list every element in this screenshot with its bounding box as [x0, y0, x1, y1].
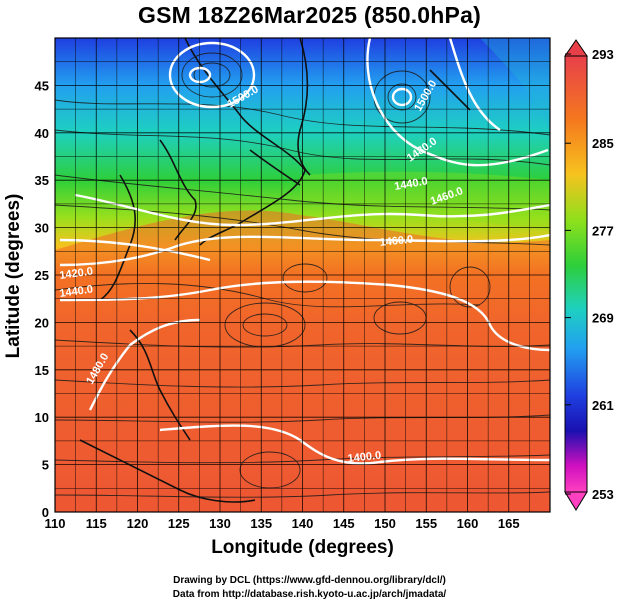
contour-label: 1440.0 — [59, 283, 94, 300]
colorbar-tick-label: 253 — [592, 487, 614, 502]
footer-credit-dcl: Drawing by DCL (https://www.gfd-dennou.o… — [173, 575, 446, 586]
contour-label: 1460.0 — [379, 234, 414, 249]
colorbar-tick-label: 285 — [592, 136, 614, 151]
y-tick-label: 20 — [35, 315, 49, 330]
cool-pocket-east — [480, 38, 550, 160]
x-tick-label: 155 — [415, 516, 437, 531]
contour-label: 1420.0 — [59, 265, 94, 282]
colorbar-tick-label: 269 — [592, 311, 614, 326]
y-axis-ticks: 0 5 10 15 20 25 30 35 40 45 — [35, 78, 49, 520]
y-tick-label: 0 — [42, 505, 49, 520]
y-tick-label: 10 — [35, 410, 49, 425]
plot-frame — [54, 37, 551, 513]
colorbar-tick-label: 277 — [592, 223, 614, 238]
x-tick-label: 125 — [168, 516, 190, 531]
x-tick-label: 110 — [45, 516, 66, 531]
x-tick-label: 140 — [292, 516, 314, 531]
colorbar-ticks: 293 285 277 269 261 253 — [565, 47, 614, 502]
y-tick-label: 25 — [35, 268, 49, 283]
y-tick-label: 30 — [35, 221, 49, 236]
x-tick-label: 150 — [374, 516, 396, 531]
wind-streamlines — [55, 52, 550, 498]
x-tick-label: 120 — [127, 516, 149, 531]
y-tick-label: 40 — [35, 126, 49, 141]
x-tick-label: 130 — [209, 516, 231, 531]
y-tick-label: 5 — [42, 458, 49, 473]
colorbar-ramp — [564, 55, 588, 493]
y-tick-label: 35 — [35, 173, 49, 188]
x-tick-label: 165 — [498, 516, 520, 531]
contour-label: 1440.0 — [393, 175, 428, 193]
footer-credit-data: Data from http://database.rish.kyoto-u.a… — [172, 589, 447, 600]
chart-title: GSM 18Z26Mar2025 (850.0hPa) — [138, 2, 481, 28]
colorbar-bottom-arrow — [564, 491, 588, 511]
x-axis-label: Longitude (degrees) — [211, 537, 394, 558]
colorbar-tick-label: 293 — [592, 47, 614, 62]
colorbar-top-arrow — [564, 39, 588, 57]
x-axis-ticks: 110 115 120 125 130 135 140 145 150 155 160 165 — [45, 516, 520, 531]
y-tick-label: 45 — [35, 78, 49, 93]
colorbar-tick-label: 261 — [592, 398, 614, 413]
colorbar: 293 285 277 269 261 253 — [564, 39, 614, 511]
contour-label: 1400.0 — [347, 450, 382, 465]
x-tick-label: 115 — [86, 516, 107, 531]
x-tick-label: 135 — [250, 516, 272, 531]
map-grid — [55, 38, 550, 512]
x-tick-label: 145 — [333, 516, 355, 531]
y-tick-label: 15 — [35, 363, 49, 378]
height-contours — [59, 38, 550, 465]
x-tick-label: 160 — [457, 516, 479, 531]
